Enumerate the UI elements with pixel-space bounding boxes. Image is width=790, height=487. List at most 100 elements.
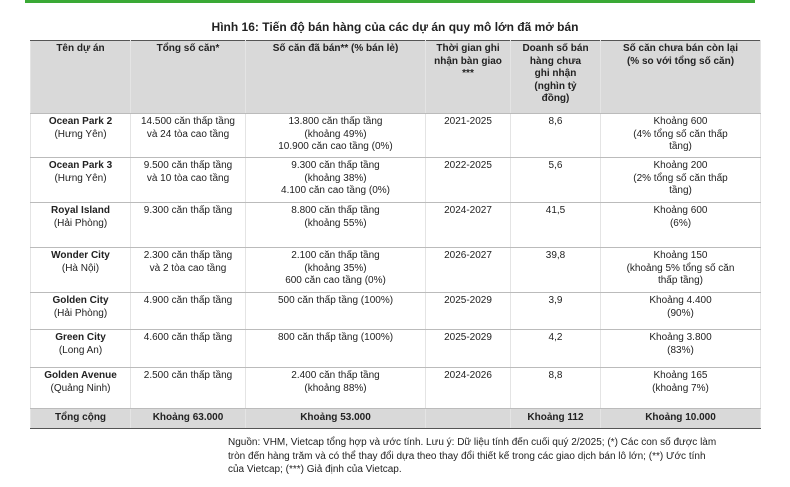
cell-text: 2.400 căn thấp tầng (291, 370, 380, 381)
footnote-line: của Vietcap; (***) Giả định của Vietcap. (228, 464, 402, 475)
total-cell: Tổng cộng (30, 408, 131, 429)
cell-text: 2.100 căn thấp tầng (291, 250, 380, 261)
project-cell: Ocean Park 2 (Hưng Yên) (30, 113, 131, 158)
table-cell: 3,9 (510, 292, 601, 330)
header-text: nhận bàn giao (434, 55, 502, 67)
cell-text: 4.100 căn cao tầng (0%) (281, 185, 390, 196)
cell-text: (Hải Phòng) (53, 307, 108, 319)
cell-text: 2022-2025 (444, 160, 492, 171)
cell-text: Khoảng 4.400 (649, 295, 712, 306)
table-row: Golden Avenue (Quảng Ninh) 2.500 căn thấp … (30, 367, 761, 409)
cell-text: 2.500 căn thấp tầng (143, 370, 233, 381)
cell-text: Royal Island (51, 205, 110, 216)
cell-text: (Hà Nội) (61, 262, 100, 274)
cell-text: (khoảng 55%) (304, 217, 367, 229)
table-cell: 4.600 căn thấp tầng (130, 329, 246, 368)
cell-text: (2% tổng số căn thấp (633, 172, 728, 184)
table-cell: 800 căn thấp tầng (100%) (245, 329, 426, 368)
cell-text: 10.900 căn cao tầng (0%) (278, 141, 393, 152)
total-cell: Khoảng 53.000 (245, 408, 426, 429)
cell-text: 2026-2027 (444, 250, 492, 261)
cell-text: và 24 tòa cao tầng (146, 128, 230, 140)
project-cell: Royal Island (Hải Phòng) (30, 202, 131, 248)
cell-text: 4.900 căn thấp tầng (143, 295, 233, 306)
cell-text: (90%) (667, 307, 694, 319)
table-cell: 4,2 (510, 329, 601, 368)
cell-text: 9.300 căn thấp tầng (143, 205, 233, 216)
table-cell: 2.400 căn thấp tầng (khoảng 88%) (245, 367, 426, 409)
cell-text: (khoảng 5% tổng số căn (626, 262, 735, 274)
cell-text: tầng) (669, 141, 692, 152)
cell-text: (khoảng 7%) (652, 382, 709, 394)
cell-text: (Hải Phòng) (53, 217, 108, 229)
table-cell: 4.900 căn thấp tầng (130, 292, 246, 330)
header-text: Số căn chưa bán còn lại (622, 43, 739, 54)
cell-text: 4.600 căn thấp tầng (143, 332, 233, 343)
cell-text: (Long An) (58, 344, 103, 356)
cell-text: (Quảng Ninh) (50, 382, 111, 394)
table-row: Ocean Park 2 (Hưng Yên) 14.500 căn thấp tầ… (30, 113, 761, 158)
cell-text: 13.800 căn thấp tầng (288, 116, 383, 127)
table-cell: 2022-2025 (425, 157, 511, 203)
cell-text: 2025-2029 (444, 332, 492, 343)
header-text: Số căn đã bán** (% bán lẻ) (272, 43, 399, 54)
cell-text: Ocean Park 3 (48, 160, 113, 171)
table-cell: 2.300 căn thấp tầng và 2 tòa cao tầng (130, 247, 246, 293)
cell-text: 2021-2025 (444, 116, 492, 127)
header-text: Tổng số căn* (156, 43, 220, 54)
cell-text: Golden City (52, 295, 109, 306)
cell-text: Wonder City (51, 250, 110, 261)
cell-text: Khoảng 3.800 (649, 332, 712, 343)
table-cell: 9.300 căn thấp tầng (130, 202, 246, 248)
cell-text: Khoảng 600 (653, 116, 708, 127)
table-cell: 2024-2026 (425, 367, 511, 409)
table-cell: 8,6 (510, 113, 601, 158)
total-row: Tổng cộng Khoảng 63.000 Khoảng 53.000 Khoản… (30, 408, 761, 429)
cell-text: 5,6 (548, 160, 563, 171)
cell-text: 41,5 (545, 205, 566, 216)
footnote-line: tròn đến hàng trăm và có thể thay đổi dự… (228, 450, 706, 462)
table-row: Royal Island (Hải Phòng) 9.300 căn thấp tầ… (30, 202, 761, 248)
table-row: Wonder City (Hà Nội) 2.300 căn thấp tầng và… (30, 247, 761, 293)
header-text: ghi nhận (534, 68, 577, 79)
cell-text: và 2 tòa cao tầng (149, 262, 227, 274)
cell-text: Ocean Park 2 (48, 116, 113, 127)
cell-text: 14.500 căn thấp tầng (141, 116, 235, 127)
cell-text: 800 căn thấp tầng (100%) (277, 332, 394, 343)
cell-text: 4,2 (548, 332, 563, 343)
header-row: Tên dự án Tổng số căn* Số căn đã bán** (% … (30, 40, 761, 114)
project-cell: Golden City (Hải Phòng) (30, 292, 131, 330)
table-cell: Khoảng 4.400 (90%) (600, 292, 761, 330)
cell-text: (khoảng 88%) (304, 382, 367, 394)
footnote-line: Nguồn: VHM, Vietcap tổng hợp và ước tính… (228, 437, 717, 448)
header-text: (nghìn tỷ (534, 80, 577, 92)
project-cell: Golden Avenue (Quảng Ninh) (30, 367, 131, 409)
cell-text: Khoảng 600 (653, 205, 708, 216)
cell-text: 8,6 (548, 116, 563, 127)
cell-text: 2025-2029 (444, 295, 492, 306)
cell-text: (khoảng 38%) (304, 172, 367, 184)
data-table: Tên dự án Tổng số căn* Số căn đã bán** (% … (30, 40, 761, 429)
header-text: Tên dự án (56, 43, 105, 54)
cell-text: và 10 tòa cao tầng (146, 172, 230, 184)
cell-text: (6%) (669, 217, 692, 229)
table-row: Golden City (Hải Phòng) 4.900 căn thấp tần… (30, 292, 761, 330)
total-cell: Khoảng 112 (510, 408, 601, 429)
table-cell: 8.800 căn thấp tầng (khoảng 55%) (245, 202, 426, 248)
table-cell: Khoảng 600 (6%) (600, 202, 761, 248)
cell-text: tầng) (669, 185, 692, 196)
cell-text: 2024-2027 (444, 205, 492, 216)
table-cell: 2025-2029 (425, 329, 511, 368)
cell-text: 9.500 căn thấp tầng (143, 160, 233, 171)
table-cell: 2021-2025 (425, 113, 511, 158)
table-cell: Khoảng 165 (khoảng 7%) (600, 367, 761, 409)
table-cell: 500 căn thấp tầng (100%) (245, 292, 426, 330)
figure-title: Hình 16: Tiến độ bán hàng của các dự án … (211, 20, 579, 34)
total-cell: Khoảng 10.000 (600, 408, 761, 429)
table-cell: 41,5 (510, 202, 601, 248)
cell-text: Green City (55, 332, 106, 343)
cell-text: (83%) (667, 344, 694, 356)
header-cell: Số căn chưa bán còn lại (% so với tổng số… (600, 40, 761, 114)
cell-text: 500 căn thấp tầng (100%) (277, 295, 394, 306)
